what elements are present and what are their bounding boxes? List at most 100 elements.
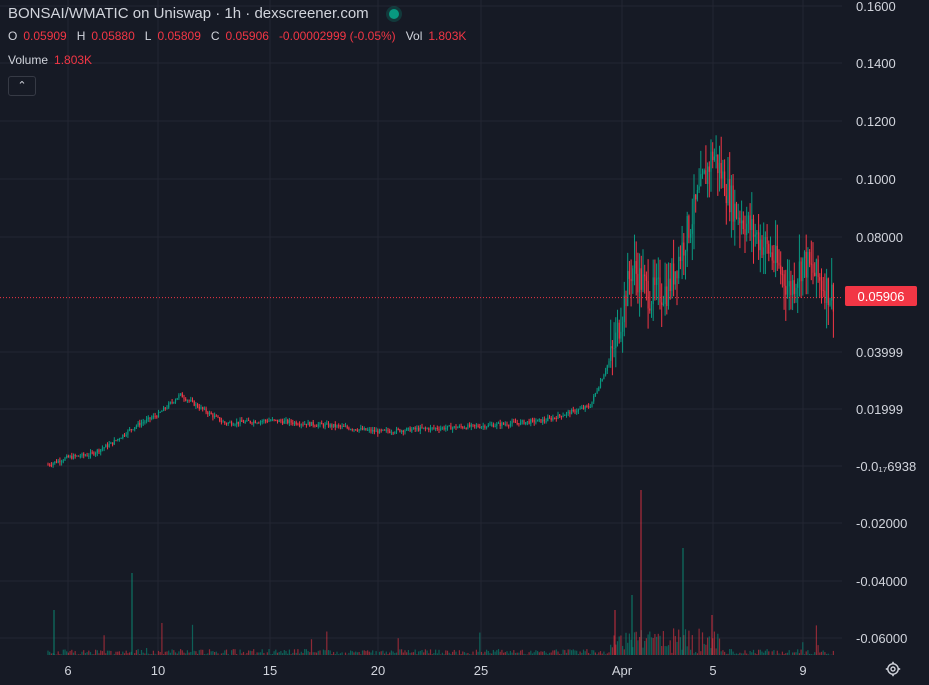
volume-bar — [407, 650, 409, 655]
volume-bar — [367, 650, 369, 655]
candle-body — [601, 379, 603, 382]
candle-body — [433, 427, 435, 429]
candle-body — [312, 421, 314, 426]
candle-body — [202, 407, 204, 410]
volume-bar — [423, 652, 425, 655]
volume-bar — [756, 654, 758, 655]
candle-body — [463, 427, 466, 429]
candle-body — [497, 422, 500, 424]
candle-body — [637, 273, 639, 293]
volume-bar — [185, 653, 187, 655]
candle-body — [581, 407, 583, 409]
volume-bar — [581, 652, 583, 655]
candle-body — [290, 420, 292, 423]
volume-bar — [766, 649, 768, 655]
candle-body — [805, 251, 807, 278]
candle-body — [407, 427, 409, 429]
candle-body — [341, 425, 343, 427]
live-status-icon — [388, 9, 399, 19]
volume-bar — [146, 648, 148, 655]
volume-bar — [516, 652, 518, 655]
candle-body — [599, 381, 602, 388]
volume-bar — [613, 635, 615, 655]
volume-bar — [285, 651, 287, 655]
volume-bar — [344, 652, 347, 655]
volume-bar — [520, 650, 522, 655]
candle-body — [295, 422, 297, 425]
volume-bar — [803, 654, 806, 655]
volume-bar — [523, 653, 525, 655]
candle-body — [749, 215, 751, 231]
candle-body — [316, 425, 318, 427]
candle-body — [734, 203, 736, 222]
candle-body — [409, 427, 411, 432]
collapse-legend-button[interactable]: ⌃ — [8, 76, 36, 96]
candle-body — [101, 448, 103, 450]
candle-body — [382, 429, 384, 431]
candle-body — [239, 420, 241, 424]
volume-bar — [310, 639, 313, 655]
volume-bar — [64, 649, 66, 655]
candle-body — [797, 281, 799, 288]
volume-bar — [679, 637, 681, 655]
candle-body — [234, 424, 236, 426]
candle-body — [276, 419, 279, 422]
candle-body — [443, 427, 445, 430]
candle-body — [436, 427, 438, 430]
volume-bar — [115, 651, 117, 655]
candle-body — [565, 412, 568, 416]
candle-body — [737, 217, 739, 219]
candle-body — [108, 443, 110, 448]
candle-body — [72, 455, 75, 459]
candle-body — [591, 401, 593, 408]
candle-body — [557, 414, 559, 419]
candle-body — [259, 421, 262, 423]
volume-bar — [768, 651, 770, 655]
volume-bar — [283, 650, 285, 655]
candle-body — [499, 422, 501, 427]
candle-body — [732, 185, 734, 222]
candle-body — [372, 430, 374, 432]
volume-bar — [129, 652, 131, 655]
candle-body — [256, 422, 258, 424]
candle-body — [146, 419, 148, 422]
candle-body — [681, 242, 683, 262]
candle-body — [720, 162, 722, 179]
volume-bar — [326, 631, 328, 655]
candle-body — [494, 425, 496, 428]
volume-bar — [773, 650, 775, 655]
volume-bar — [693, 653, 695, 655]
candle-body — [533, 419, 535, 423]
volume-spike-bar — [131, 573, 133, 655]
candle-body — [608, 361, 610, 366]
volume-bar — [620, 635, 622, 655]
volume-bar — [351, 651, 353, 655]
y-tick-label: 0.03999 — [856, 345, 903, 360]
candle-body — [479, 426, 481, 428]
candle-body — [173, 402, 175, 404]
volume-bar — [761, 651, 763, 655]
volume-bar — [462, 651, 464, 655]
candle-body — [470, 424, 472, 427]
candle-body — [501, 422, 503, 427]
candle-body — [125, 434, 127, 436]
volume-bar — [542, 651, 544, 655]
candle-body — [55, 461, 58, 463]
volume-bar — [66, 651, 68, 655]
volume-bar — [785, 653, 787, 655]
candle-body — [122, 434, 124, 438]
volume-bar — [511, 652, 513, 655]
candle-body — [531, 419, 534, 421]
candle-body — [69, 456, 71, 458]
volume-bar — [428, 653, 430, 655]
volume-bar — [319, 650, 321, 655]
candle-body — [528, 421, 530, 424]
candle-body — [606, 365, 608, 371]
chart-settings-button[interactable] — [884, 660, 902, 678]
candle-body — [237, 421, 239, 424]
volume-bar — [62, 649, 64, 655]
candle-body — [418, 428, 420, 431]
candle-body — [826, 278, 828, 304]
